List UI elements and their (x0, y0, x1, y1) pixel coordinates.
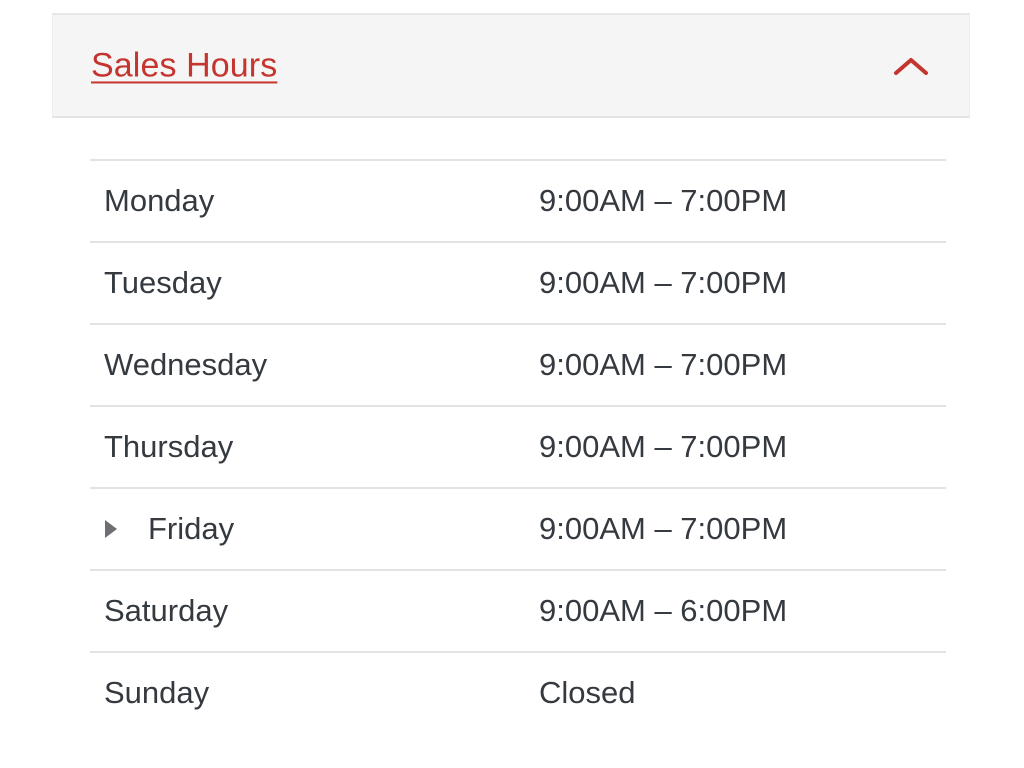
day-cell: Thursday (90, 405, 539, 488)
time-cell: 9:00AM – 7:00PM (539, 405, 946, 488)
hours-table-body: Monday 9:00AM – 7:00PM Tuesday 9:00AM – … (90, 159, 946, 734)
day-label: Wednesday (104, 346, 268, 382)
time-cell: Closed (539, 651, 946, 734)
triangle-right-icon (105, 520, 117, 538)
time-label: Closed (539, 675, 636, 711)
time-cell: 9:00AM – 7:00PM (539, 241, 946, 324)
time-label: 9:00AM – 7:00PM (539, 182, 788, 218)
table-row: Sunday Closed (90, 651, 946, 734)
day-label: Thursday (104, 428, 234, 464)
sales-hours-accordion-header[interactable]: Sales Hours (52, 13, 970, 118)
table-row: Saturday 9:00AM – 6:00PM (90, 569, 946, 652)
table-row: Thursday 9:00AM – 7:00PM (90, 405, 946, 488)
table-row: Monday 9:00AM – 7:00PM (90, 159, 946, 242)
day-cell: Saturday (90, 569, 539, 652)
day-cell: Tuesday (90, 241, 539, 324)
day-label: Tuesday (104, 264, 222, 300)
accordion-title[interactable]: Sales Hours (91, 45, 278, 84)
time-label: 9:00AM – 7:00PM (539, 264, 788, 300)
day-label: Saturday (104, 592, 229, 628)
day-cell: Friday (90, 487, 539, 570)
day-label: Friday (148, 510, 235, 546)
day-label: Monday (104, 182, 215, 218)
time-label: 9:00AM – 7:00PM (539, 510, 788, 546)
day-label: Sunday (104, 675, 210, 711)
sales-hours-table: Monday 9:00AM – 7:00PM Tuesday 9:00AM – … (90, 159, 946, 734)
time-label: 9:00AM – 7:00PM (539, 428, 788, 464)
day-cell: Sunday (90, 651, 539, 734)
time-cell: 9:00AM – 7:00PM (539, 323, 946, 406)
table-row: Wednesday 9:00AM – 7:00PM (90, 323, 946, 406)
time-label: 9:00AM – 7:00PM (539, 346, 788, 382)
time-cell: 9:00AM – 6:00PM (539, 569, 946, 652)
day-cell: Wednesday (90, 323, 539, 406)
day-cell: Monday (90, 159, 539, 242)
table-row: Tuesday 9:00AM – 7:00PM (90, 241, 946, 324)
table-row: Friday 9:00AM – 7:00PM (90, 487, 946, 570)
time-cell: 9:00AM – 7:00PM (539, 159, 946, 242)
chevron-up-icon[interactable] (891, 53, 931, 79)
time-cell: 9:00AM – 7:00PM (539, 487, 946, 570)
time-label: 9:00AM – 6:00PM (539, 592, 788, 628)
